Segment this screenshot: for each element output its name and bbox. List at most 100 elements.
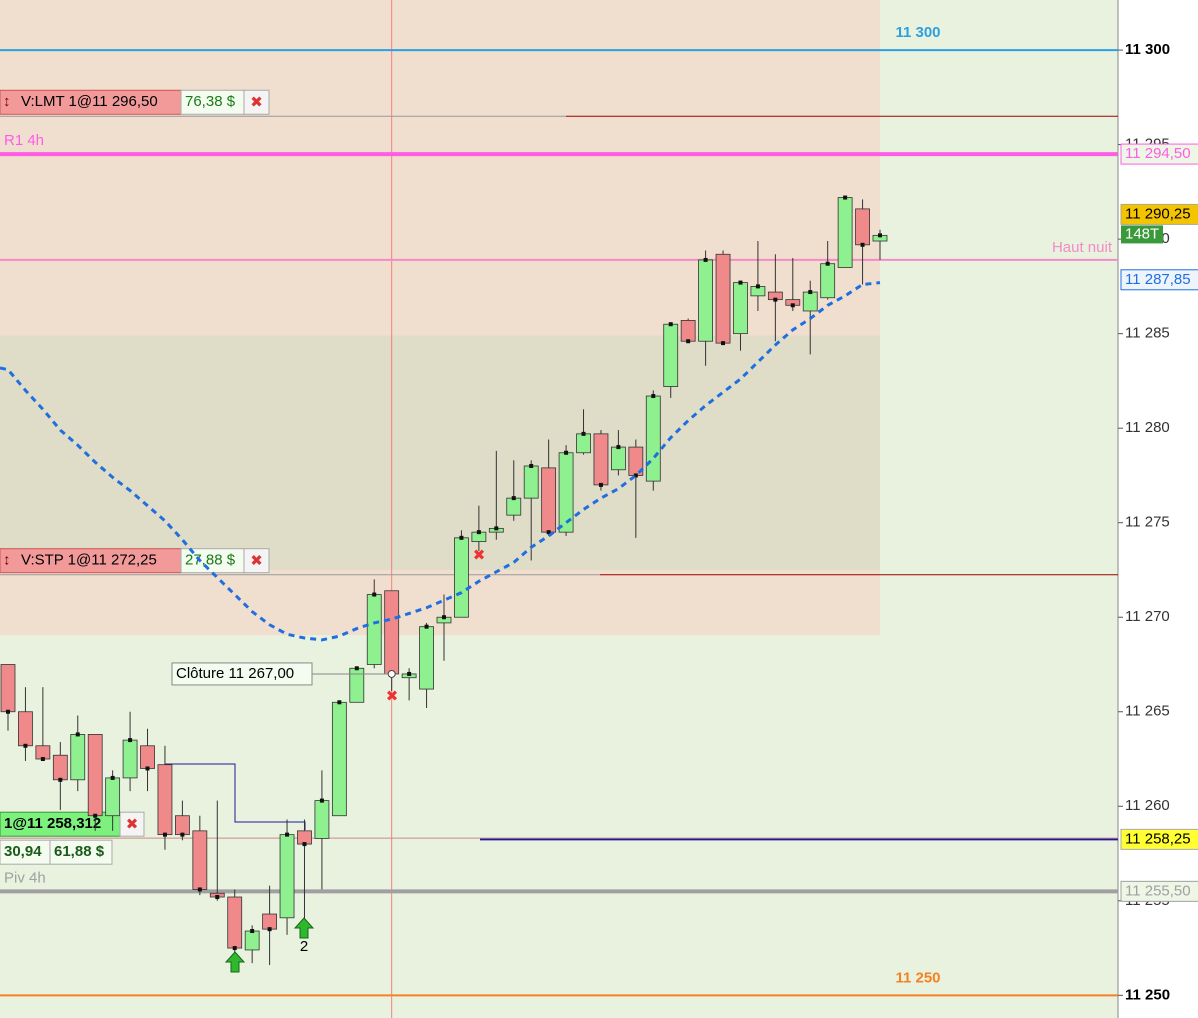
annotation: 2 xyxy=(300,938,308,955)
y-tick-label: 11 265 xyxy=(1125,703,1170,720)
timer-tag xyxy=(1121,225,1163,244)
candle-body xyxy=(174,815,190,836)
order-label: V:LMT 1@11 296,50 xyxy=(21,93,158,110)
cancel-button xyxy=(119,811,145,837)
close-tick xyxy=(215,895,220,900)
y-tick-label: 11 280 xyxy=(1125,419,1170,436)
candle-body xyxy=(244,930,260,951)
close-tick xyxy=(319,798,324,803)
close-tick xyxy=(511,496,516,501)
exit-marker: ✖ xyxy=(473,547,486,564)
close-tick xyxy=(686,339,691,344)
candle-body xyxy=(820,263,836,299)
close-tick xyxy=(58,777,63,782)
close-tick xyxy=(232,946,237,951)
candle-body xyxy=(576,433,591,454)
candle-body xyxy=(331,701,347,817)
moving-average xyxy=(0,281,881,642)
pnl-box xyxy=(49,839,113,865)
candle-body xyxy=(157,764,173,836)
pnl-box xyxy=(0,839,51,865)
close-tick xyxy=(75,732,80,737)
candle-body xyxy=(454,537,469,618)
candle-body xyxy=(70,734,86,781)
close-tick xyxy=(442,615,446,620)
close-tick xyxy=(808,290,813,295)
close-tick xyxy=(337,700,342,705)
cursor-dot xyxy=(387,669,396,678)
candle-body xyxy=(698,259,713,342)
candle-body xyxy=(227,896,243,949)
candle-body xyxy=(105,777,121,817)
close-tick xyxy=(6,709,10,714)
cancel-button xyxy=(243,548,270,574)
close-tick xyxy=(267,927,272,932)
close-tick xyxy=(773,297,778,302)
y-tick-label: 11 250 xyxy=(1125,986,1170,1003)
price-tag xyxy=(1120,269,1198,291)
cancel-icon: ✖ xyxy=(250,553,263,570)
candle-body xyxy=(384,590,400,675)
candle-body xyxy=(855,208,870,246)
close-tick xyxy=(581,431,586,436)
stop-line xyxy=(165,763,306,830)
price-tag-label: 11 294,50 xyxy=(1125,145,1191,162)
order-arrow: ↕ xyxy=(3,93,11,110)
entry-arrow xyxy=(224,951,246,973)
y-tick-label: 11 275 xyxy=(1125,514,1170,531)
level-label: Piv 4h xyxy=(4,869,46,886)
close-tick xyxy=(40,757,45,762)
candle-body xyxy=(18,711,33,747)
close-tick xyxy=(302,842,307,847)
candle-body xyxy=(262,913,278,930)
candle-body xyxy=(593,433,609,486)
close-tick xyxy=(407,671,412,676)
candle-body xyxy=(279,834,295,919)
last-price-tag xyxy=(1120,203,1198,225)
close-tick xyxy=(23,743,28,748)
pnl-box xyxy=(180,89,245,115)
position-label: 1@11 258,312 xyxy=(4,815,101,832)
close-tick xyxy=(285,832,290,837)
close-tick xyxy=(372,592,377,597)
candle-body xyxy=(314,800,330,839)
level-label: 11 250 xyxy=(895,969,940,986)
last-price-label: 11 290,25 xyxy=(1125,205,1191,222)
candle-body xyxy=(87,734,103,817)
candle-body xyxy=(0,664,16,713)
candle-body xyxy=(349,667,365,703)
close-tick xyxy=(825,261,830,266)
candle-body xyxy=(506,497,522,516)
candle-body xyxy=(419,626,434,690)
cancel-icon: ✖ xyxy=(126,816,139,833)
candle-body xyxy=(523,465,539,499)
price-tag xyxy=(1120,143,1198,165)
timer-label: 148T xyxy=(1125,225,1159,242)
close-tick xyxy=(546,530,551,535)
close-tick xyxy=(755,284,760,289)
candle-body xyxy=(663,323,679,387)
close-tick xyxy=(354,666,359,671)
price-tag-label: 11 258,25 xyxy=(1125,830,1191,847)
entry-arrow xyxy=(293,917,315,939)
close-tick xyxy=(250,929,255,934)
pnl-label: 30,94 xyxy=(4,843,42,860)
close-tick xyxy=(843,195,848,200)
pnl-label: 61,88 $ xyxy=(54,843,105,860)
pnl-label: 27,88 $ xyxy=(185,552,236,569)
close-tick xyxy=(197,887,202,892)
order-label: V:STP 1@11 272,25 xyxy=(21,552,157,569)
close-tick xyxy=(459,535,464,540)
close-tick xyxy=(721,341,726,346)
candle-body xyxy=(541,467,557,533)
price-tag-label: 11 287,85 xyxy=(1125,271,1191,288)
order-box xyxy=(0,548,182,574)
exit-marker: ✖ xyxy=(386,688,399,705)
candle-body xyxy=(140,745,155,769)
cursor-label: Clôture 11 267,00 xyxy=(176,665,294,682)
close-tick xyxy=(110,775,115,780)
close-tick xyxy=(145,766,150,771)
close-tick xyxy=(162,832,167,837)
